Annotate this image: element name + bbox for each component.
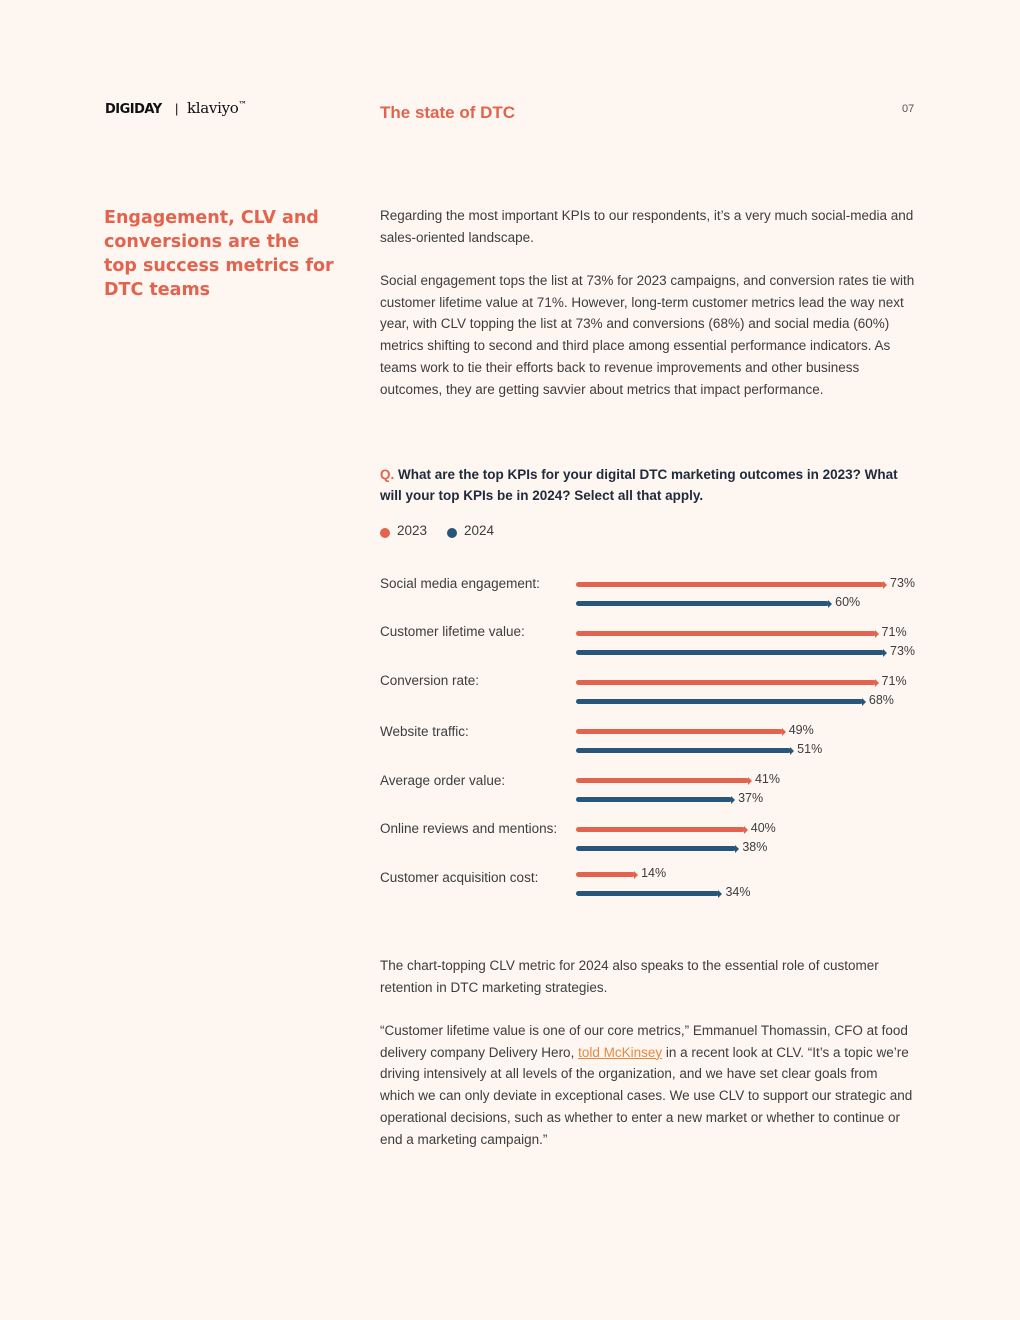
digiday-logo: DIGIDAY [105,102,162,117]
bar-value-label-2024: 37% [738,791,764,805]
bar-2024 [576,795,736,804]
side-heading: Engagement, CLV and conversions are the … [104,208,334,300]
closing-paragraph-1: The chart-topping CLV metric for 2024 al… [380,958,879,995]
survey-question: Q. What are the top KPIs for your digita… [380,464,915,506]
quote-text-start: “Customer lifetime value is one of our c… [380,1023,908,1060]
bar-value-label-2024: 73% [890,644,916,658]
bar-value-label-2024: 60% [835,595,861,609]
bar-2024 [576,648,887,657]
question-text: What are the top KPIs for your digital D… [380,467,898,503]
page-header: DIGIDAY | klaviyo™ The state of DTC 07 [0,96,1020,128]
bar-2023 [576,727,786,736]
category-label: Average order value: [380,773,506,788]
category-label: Online reviews and mentions: [380,821,558,836]
category-label: Conversion rate: [380,673,480,688]
bar-value-label-2024: 51% [797,742,823,756]
bar-2023 [576,678,879,687]
legend-label-2024: 2024 [464,523,495,538]
question-marker: Q. [380,467,395,482]
legend-swatch-2023 [380,528,390,538]
bar-2024 [576,697,866,706]
mckinsey-link[interactable]: told McKinsey [578,1044,663,1060]
intro-paragraph-2: Social engagement tops the list at 73% f… [380,273,915,397]
bar-value-label-2023: 41% [754,772,781,786]
klaviyo-logo: klaviyo™ [187,99,247,117]
bar-2023 [576,870,639,879]
bar-2024 [576,889,723,898]
bar-2023 [576,629,879,638]
page-number: 07 [902,103,915,115]
category-label: Customer acquisition cost: [380,870,539,885]
klaviyo-mark: ™ [238,99,247,109]
bar-value-label-2024: 38% [742,840,768,854]
bar-2024 [576,844,740,853]
closing-paragraph-2: “Customer lifetime value is one of our c… [380,1020,915,1150]
bar-2023 [576,825,748,834]
category-label: Social media engagement: [380,576,540,591]
bar-value-label-2023: 49% [788,723,814,737]
bar-value-label-2024: 34% [725,885,751,899]
bar-value-label-2023: 71% [881,625,907,639]
bar-2023 [576,580,887,589]
bar-value-label-2023: 14% [641,866,667,880]
intro-paragraph-1: Regarding the most important KPIs to our… [380,208,914,245]
legend-swatch-2024 [447,528,457,538]
bar-value-label-2024: 68% [868,693,894,707]
klaviyo-wordmark: klaviyo [187,99,239,117]
quote-text-end: in a recent look at CLV. “It’s a topic w… [380,1044,913,1147]
logo-separator: | [175,101,179,116]
bar-2024 [576,746,795,755]
category-label: Customer lifetime value: [380,624,525,639]
bar-2023 [576,776,752,785]
section-title: The state of DTC [380,103,516,122]
kpi-bar-chart: Social media engagement: 73% 60% Customer l… [380,570,940,910]
bar-2024 [576,599,833,608]
bar-value-label-2023: 40% [750,821,776,835]
category-label: Website traffic: [380,724,469,739]
legend-label-2023: 2023 [397,523,428,538]
bar-value-label-2023: 73% [890,576,916,590]
bar-value-label-2023: 71% [881,674,907,688]
